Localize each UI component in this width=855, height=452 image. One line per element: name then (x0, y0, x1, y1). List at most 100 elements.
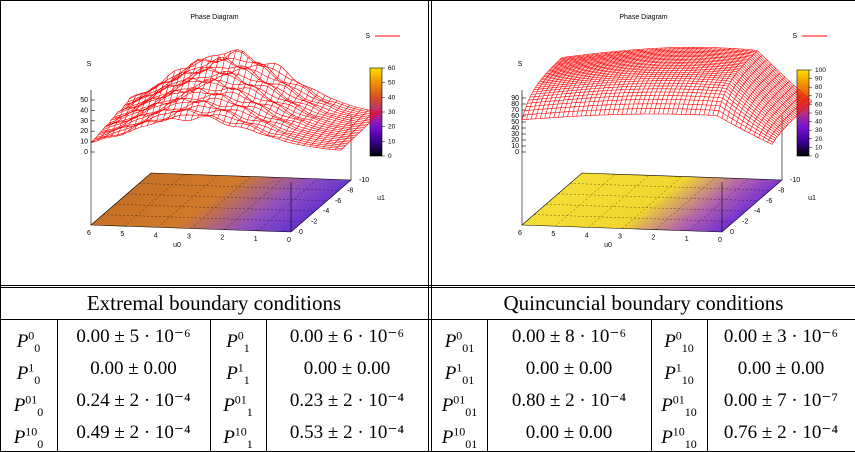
floor-grid-line (688, 178, 749, 231)
surface-line (541, 68, 793, 121)
surface-line (708, 49, 749, 116)
label-superscript: 1 (237, 361, 244, 375)
probability-value-cell: 0.24 ± 2 · 10⁻⁴ (76, 390, 191, 411)
surface-line (535, 78, 786, 128)
surface-line (525, 99, 777, 139)
label-base: P (13, 427, 26, 448)
surface-line (739, 72, 781, 129)
probability-value-cell: 0.00 ± 0.00 (303, 358, 391, 379)
surface-line (215, 61, 257, 120)
surface-line (558, 52, 599, 118)
surface-line (309, 104, 351, 147)
z-tick-label: 50 (511, 119, 519, 126)
z-axis-label: S (87, 61, 92, 68)
surface-line (140, 68, 182, 128)
probability-value-cell: 0.00 ± 5 · 10⁻⁶ (76, 326, 191, 347)
colorbar-tick-label: 40 (388, 94, 396, 101)
surface-line (532, 82, 783, 131)
z-tick-label: 40 (80, 107, 88, 114)
surface-mesh (90, 49, 382, 151)
surface-line (680, 47, 722, 115)
probability-label-cell: P011 (210, 385, 266, 416)
surface-line (153, 62, 194, 124)
surface-line (685, 47, 726, 115)
surface-line (527, 95, 778, 137)
probability-value-cell: 0.49 ± 2 · 10⁻⁴ (76, 422, 191, 443)
surface-line (735, 68, 776, 126)
surface-line (528, 91, 779, 136)
probability-label-cell: P100 (0, 417, 57, 448)
surface-line (749, 80, 790, 134)
probability-value-cell: 0.00 ± 6 · 10⁻⁶ (289, 326, 405, 347)
z-tick-label: 10 (511, 143, 519, 150)
floor-grid-line (102, 214, 304, 222)
surface-line (630, 47, 672, 115)
probability-label-cell: P101 (210, 417, 266, 448)
probability-value-cell: 0.00 ± 0.00 (90, 358, 177, 379)
colorbar-tick-label: 40 (815, 119, 823, 126)
surface-line (265, 85, 307, 136)
x-axis-label: u0 (604, 242, 612, 249)
surface-line (694, 48, 735, 115)
legend-label: S (792, 33, 797, 40)
surface-line (639, 47, 681, 115)
x-tick-label: 1 (254, 236, 258, 243)
label-base: P (661, 395, 673, 416)
surface-line (580, 50, 622, 117)
table-column-rule (707, 320, 708, 451)
right-table-header: Quincuncial boundary conditions (503, 291, 784, 315)
probability-value-cell: 0.76 ± 2 · 10⁻⁴ (723, 422, 839, 443)
z-tick-label: 10 (80, 139, 88, 146)
colorbar-tick-label: 0 (815, 153, 819, 160)
surface-line (328, 109, 369, 150)
probability-label: P11 (226, 361, 250, 384)
x-tick-label: 4 (154, 232, 158, 239)
surface-line (599, 49, 640, 116)
figure-bottom-rule (0, 285, 855, 286)
surface-line (589, 49, 631, 116)
surface-line (548, 60, 799, 115)
surface-line (771, 101, 813, 145)
surface-line (549, 53, 590, 118)
floor-grid-line (114, 204, 316, 212)
floor-grid-line (569, 183, 771, 191)
surface-line (521, 113, 773, 145)
x-tick-label: 5 (120, 231, 124, 238)
colorbar (796, 69, 810, 157)
chart-title: Phase Diagram (619, 14, 667, 21)
surface-line (567, 51, 608, 117)
surface-line (172, 55, 213, 119)
probability-label: P01 (226, 329, 250, 352)
label-superscript: 10 (25, 425, 38, 439)
surface-line (730, 63, 772, 124)
colorbar-tick-label: 10 (388, 138, 396, 145)
surface-line (109, 90, 150, 138)
colorbar-tick-label: 50 (388, 80, 396, 87)
probability-value-cell: 0.80 ± 2 · 10⁻⁴ (511, 390, 627, 411)
top-rule (0, 0, 855, 1)
label-subscript: 10 (684, 405, 697, 416)
x-tick-label: 3 (618, 234, 622, 241)
label-superscript: 10 (453, 425, 466, 439)
label-superscript: 0 (237, 329, 244, 343)
probability-label-cell: P0110 (651, 385, 707, 416)
surface-line (222, 62, 263, 124)
floor-grid-line (545, 204, 747, 212)
surface-line (547, 62, 798, 116)
surface-line (556, 52, 807, 107)
z-axis-label: S (518, 61, 523, 68)
y-tick-label: -4 (323, 208, 329, 215)
surface-line (767, 97, 808, 143)
z-tick-label: 0 (84, 149, 88, 156)
surface-line (762, 93, 804, 141)
surface-line (190, 51, 232, 121)
label-superscript: 1 (675, 361, 682, 375)
surface-line (753, 85, 795, 136)
colorbar-tick-label: 70 (815, 93, 823, 100)
x-tick-label: 6 (518, 230, 522, 237)
z-tick-label: 60 (511, 113, 519, 120)
label-superscript: 10 (234, 425, 247, 439)
header-rule (0, 319, 855, 320)
label-base: P (223, 395, 235, 416)
y-tick-label: -4 (754, 208, 760, 215)
